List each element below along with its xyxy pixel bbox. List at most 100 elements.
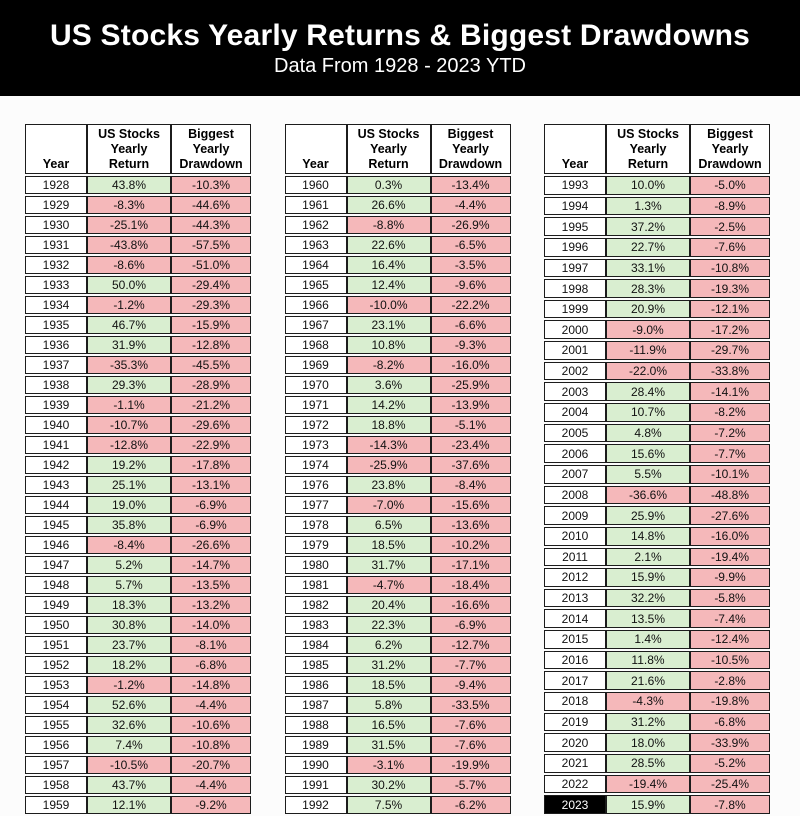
column-header-year: Year [544, 124, 606, 174]
year-cell: 1997 [544, 258, 606, 278]
year-cell: 1932 [25, 256, 87, 274]
table-row: 1954 52.6% -4.4% [25, 696, 251, 714]
year-cell: 1969 [284, 356, 347, 374]
drawdown-cell: -8.1% [171, 636, 251, 654]
year-cell: 1937 [25, 356, 87, 374]
table-row: 1964 16.4% -3.5% [284, 256, 511, 274]
table-row: 1953 -1.2% -14.8% [25, 676, 251, 694]
return-cell: 31.7% [346, 556, 431, 574]
drawdown-cell: -5.1% [430, 416, 511, 434]
return-cell: 19.0% [87, 496, 171, 514]
table-row: 1939 -1.1% -21.2% [25, 396, 251, 414]
table-row: 1962 -8.8% -26.9% [284, 216, 511, 234]
return-cell: -25.1% [87, 216, 171, 234]
column-header-drawdown: Biggest Yearly Drawdown [690, 124, 770, 174]
year-cell: 1954 [25, 696, 87, 714]
return-cell: 30.8% [87, 616, 171, 634]
year-cell: 1972 [284, 416, 347, 434]
table-row: 2000 -9.0% -17.2% [544, 320, 770, 340]
table-row: 1987 5.8% -33.5% [284, 696, 511, 714]
table-row: 1971 14.2% -13.9% [284, 396, 511, 414]
year-cell: 2023 [544, 795, 606, 814]
column-header-year: Year [284, 124, 347, 174]
drawdown-cell: -4.4% [171, 776, 251, 794]
return-cell: 3.6% [346, 376, 431, 394]
year-cell: 1994 [544, 196, 606, 216]
table-row: 1974 -25.9% -37.6% [284, 456, 511, 474]
table-row: 2001 -11.9% -29.7% [544, 341, 770, 360]
return-cell: 15.6% [606, 444, 690, 463]
table-row: 2016 11.8% -10.5% [544, 650, 770, 670]
year-cell: 1952 [25, 656, 87, 674]
year-cell: 1990 [284, 756, 347, 774]
table-row: 1970 3.6% -25.9% [284, 376, 511, 394]
return-cell: 11.8% [606, 650, 690, 670]
table-row: 1968 10.8% -9.3% [284, 336, 511, 354]
table-row: 1950 30.8% -14.0% [25, 616, 251, 634]
return-cell: 14.2% [346, 396, 431, 414]
drawdown-cell: -26.9% [430, 216, 511, 234]
return-cell: 28.3% [606, 279, 690, 298]
table-row: 1938 29.3% -28.9% [25, 376, 251, 394]
table-row: 1947 5.2% -14.7% [25, 556, 251, 574]
year-cell: 1982 [284, 596, 347, 614]
returns-table-3: Year US Stocks Yearly Return Biggest Yearl… [544, 122, 770, 816]
drawdown-cell: -19.4% [690, 547, 770, 567]
year-cell: 1963 [284, 236, 347, 254]
return-cell: 18.0% [606, 733, 690, 752]
table-row: 1946 -8.4% -26.6% [25, 536, 251, 554]
return-cell: -7.0% [346, 496, 431, 514]
column-header-return: US Stocks Yearly Return [346, 124, 431, 174]
drawdown-cell: -25.4% [690, 774, 770, 794]
return-cell: 20.4% [346, 596, 431, 614]
table-row: 1944 19.0% -6.9% [25, 496, 251, 514]
return-cell: -10.7% [87, 416, 171, 434]
return-cell: 32.6% [87, 716, 171, 734]
table-row: 1951 23.7% -8.1% [25, 636, 251, 654]
return-cell: -1.2% [87, 676, 171, 694]
return-cell: 52.6% [87, 696, 171, 714]
return-cell: 18.3% [87, 596, 171, 614]
drawdown-cell: -29.4% [171, 276, 251, 294]
return-cell: 5.5% [606, 464, 690, 484]
drawdown-cell: -2.8% [690, 671, 770, 691]
return-cell: 10.7% [606, 403, 690, 422]
return-cell: 23.1% [346, 316, 431, 334]
year-cell: 1996 [544, 237, 606, 257]
table-row: 2017 21.6% -2.8% [544, 671, 770, 691]
drawdown-cell: -9.4% [430, 676, 511, 694]
drawdown-cell: -9.2% [171, 796, 251, 814]
table-row: 1949 18.3% -13.2% [25, 596, 251, 614]
drawdown-cell: -26.6% [171, 536, 251, 554]
year-cell: 2010 [544, 526, 606, 546]
drawdown-cell: -19.9% [430, 756, 511, 774]
drawdown-cell: -7.8% [690, 795, 770, 814]
return-cell: 10.0% [606, 176, 690, 195]
return-cell: 14.8% [606, 526, 690, 546]
table-row: 2023 15.9% -7.8% [544, 795, 770, 814]
drawdown-cell: -10.5% [690, 650, 770, 670]
table-row: 1988 16.5% -7.6% [284, 716, 511, 734]
return-cell: 18.2% [87, 656, 171, 674]
drawdown-cell: -45.5% [171, 356, 251, 374]
drawdown-cell: -8.9% [690, 196, 770, 216]
table-row: 1983 22.3% -6.9% [284, 616, 511, 634]
drawdown-cell: -29.6% [171, 416, 251, 434]
year-cell: 1968 [284, 336, 347, 354]
return-cell: 6.5% [346, 516, 431, 534]
table-row: 2004 10.7% -8.2% [544, 403, 770, 422]
table-row: 1979 18.5% -10.2% [284, 536, 511, 554]
year-cell: 2009 [544, 506, 606, 525]
return-cell: 46.7% [87, 316, 171, 334]
return-cell: -8.3% [87, 196, 171, 214]
column-header-return: US Stocks Yearly Return [87, 124, 171, 174]
year-cell: 1962 [284, 216, 347, 234]
drawdown-cell: -37.6% [430, 456, 511, 474]
year-cell: 1981 [284, 576, 347, 594]
drawdown-cell: -14.0% [171, 616, 251, 634]
drawdown-cell: -16.0% [690, 526, 770, 546]
drawdown-cell: -6.2% [430, 796, 511, 814]
year-cell: 1966 [284, 296, 347, 314]
return-cell: 43.8% [87, 176, 171, 194]
